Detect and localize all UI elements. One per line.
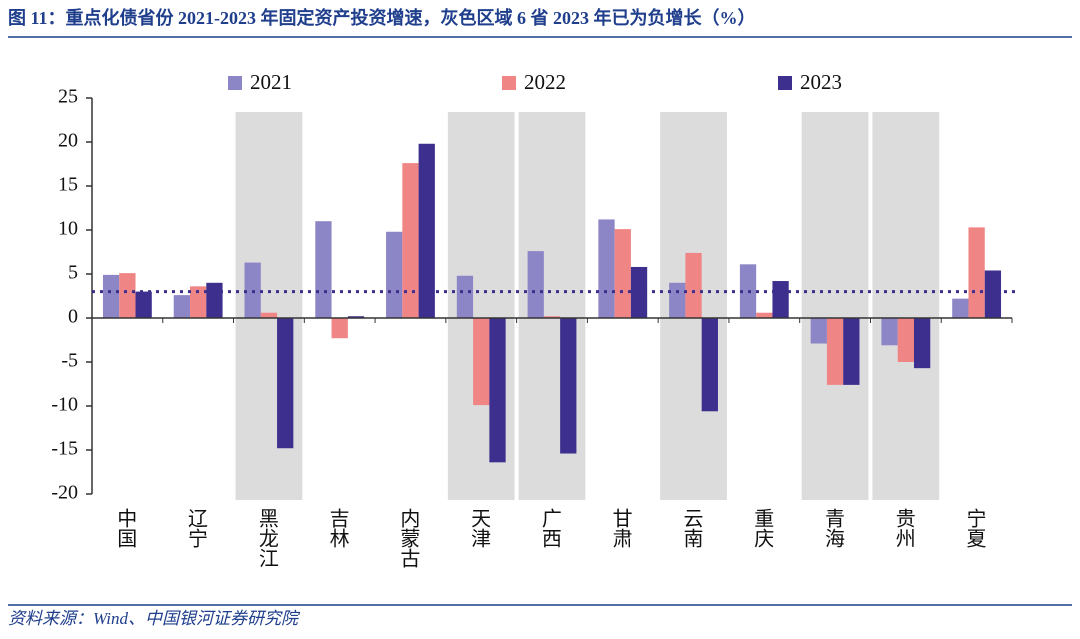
legend-swatch xyxy=(228,76,242,90)
x-tick-label: 吉林 xyxy=(326,508,349,548)
bar xyxy=(826,318,844,385)
legend-swatch xyxy=(502,76,516,90)
highlight-band xyxy=(801,112,869,500)
bar xyxy=(260,312,278,318)
bar xyxy=(190,286,207,318)
y-tick-label: -15 xyxy=(51,438,78,460)
bar xyxy=(543,316,561,318)
bar xyxy=(843,318,860,385)
x-tick-label: 甘肃 xyxy=(609,508,632,548)
chart-title: 图 11：重点化债省份 2021-2023 年固定资产投资增速，灰色区域 6 省… xyxy=(8,7,756,28)
y-tick-label: -20 xyxy=(51,482,78,504)
bar xyxy=(119,273,136,318)
x-tick-label: 广西 xyxy=(538,508,561,548)
bar xyxy=(701,318,718,412)
bar xyxy=(772,281,789,318)
bar xyxy=(685,252,702,318)
legend-swatch xyxy=(778,76,792,90)
bar xyxy=(206,282,223,318)
x-tick-label: 青海 xyxy=(821,508,844,548)
bar xyxy=(489,318,506,463)
bar xyxy=(952,298,969,318)
bar xyxy=(418,143,435,318)
x-tick-label: 天津 xyxy=(468,508,491,548)
bar xyxy=(598,219,615,318)
x-tick-label: 中国 xyxy=(114,508,136,548)
x-tick-label: 贵州 xyxy=(892,508,915,548)
x-tick-label: 内蒙古 xyxy=(397,508,419,568)
highlight-band xyxy=(872,112,940,500)
bar xyxy=(135,291,152,318)
bar xyxy=(277,318,294,449)
y-tick-label: -5 xyxy=(61,350,78,372)
y-tick-label: -10 xyxy=(51,394,78,416)
bar xyxy=(630,266,648,318)
bar xyxy=(102,274,120,318)
y-tick-label: 5 xyxy=(68,262,78,284)
y-tick-label: 25 xyxy=(58,86,78,108)
bar xyxy=(527,251,544,318)
bar xyxy=(473,318,490,406)
y-tick-label: 0 xyxy=(68,306,78,328)
bar xyxy=(968,227,985,318)
legend-label: 2021 xyxy=(250,70,292,94)
bar xyxy=(810,318,827,344)
bar xyxy=(881,318,898,346)
bar xyxy=(347,316,365,318)
bar xyxy=(402,163,419,318)
bar xyxy=(669,282,686,318)
bar xyxy=(386,231,403,318)
x-tick-label: 宁夏 xyxy=(963,508,986,548)
bar xyxy=(315,221,332,318)
y-tick-label: 15 xyxy=(58,174,78,196)
source-note: 资料来源：Wind、中国银河证券研究院 xyxy=(8,609,301,628)
bar xyxy=(456,275,474,318)
bar xyxy=(331,318,348,339)
bar xyxy=(984,270,1002,318)
y-tick-label: 20 xyxy=(58,130,78,152)
x-tick-label: 辽宁 xyxy=(185,508,208,548)
legend-label: 2022 xyxy=(524,70,566,94)
y-tick-label: 10 xyxy=(58,218,78,240)
legend-label: 2023 xyxy=(800,70,842,94)
bar xyxy=(897,318,914,362)
x-tick-label: 云南 xyxy=(680,508,702,548)
bar xyxy=(560,318,577,454)
x-tick-label: 黑龙江 xyxy=(255,508,278,568)
bar xyxy=(614,229,631,318)
bar xyxy=(756,312,773,318)
bar xyxy=(173,295,191,318)
bar xyxy=(913,318,931,369)
x-tick-label: 重庆 xyxy=(751,508,774,548)
